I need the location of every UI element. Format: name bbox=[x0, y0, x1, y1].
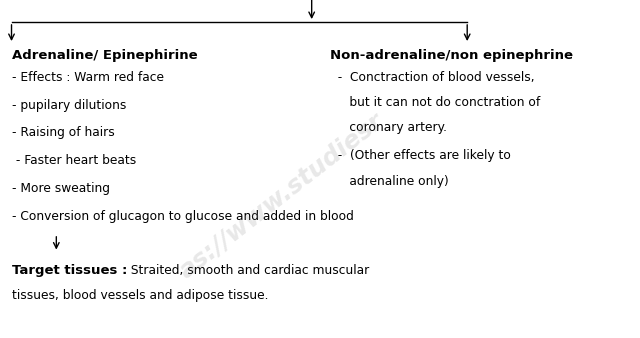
Text: - Conversion of glucagon to glucose and added in blood: - Conversion of glucagon to glucose and … bbox=[12, 210, 353, 222]
Text: Adrenaline/ Epinephirine: Adrenaline/ Epinephirine bbox=[12, 49, 197, 62]
Text: but it can not do conctration of: but it can not do conctration of bbox=[330, 96, 540, 109]
Text: -  (Other effects are likely to: - (Other effects are likely to bbox=[330, 149, 511, 162]
Text: - pupilary dilutions: - pupilary dilutions bbox=[12, 99, 126, 112]
Text: coronary artery.: coronary artery. bbox=[330, 121, 447, 134]
Text: as://www.studiesr: as://www.studiesr bbox=[175, 109, 388, 283]
Text: - Effects : Warm red face: - Effects : Warm red face bbox=[12, 71, 164, 84]
Text: adrenaline only): adrenaline only) bbox=[330, 175, 449, 188]
Text: - Raising of hairs: - Raising of hairs bbox=[12, 126, 115, 139]
Text: Non-adrenaline/non epinephrine: Non-adrenaline/non epinephrine bbox=[330, 49, 573, 62]
Text: -  Conctraction of blood vessels,: - Conctraction of blood vessels, bbox=[330, 71, 534, 84]
Text: - More sweating: - More sweating bbox=[12, 182, 109, 195]
Text: Target tissues :: Target tissues : bbox=[12, 264, 127, 277]
Text: - Faster heart beats: - Faster heart beats bbox=[12, 154, 136, 167]
Text: tissues, blood vessels and adipose tissue.: tissues, blood vessels and adipose tissu… bbox=[12, 289, 268, 301]
Text: Straited, smooth and cardiac muscular: Straited, smooth and cardiac muscular bbox=[127, 264, 369, 277]
